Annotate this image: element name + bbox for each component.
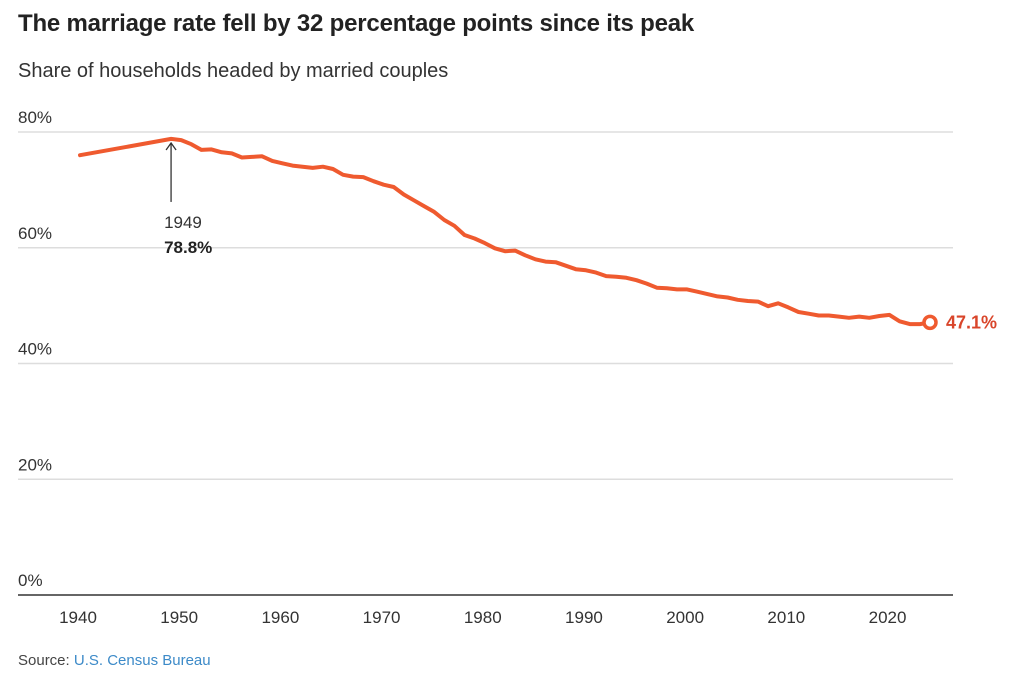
peak-annotation: 1949 78.8% [164,141,212,257]
peak-arrow-head-icon [165,141,177,151]
source-link[interactable]: U.S. Census Bureau [73,652,211,669]
y-tick-label: 80% [18,108,52,127]
x-tick-label: 1950 [160,608,198,627]
x-tick-label: 2020 [869,608,907,627]
series-line-married-households [78,136,932,327]
peak-year-label: 1949 [164,213,202,232]
y-tick-label: 40% [18,340,52,359]
chart-subtitle: Share of households headed by married co… [18,60,449,82]
x-tick-label: 1960 [261,608,299,627]
x-axis-ticks: 1940 1950 1960 1970 1980 1990 2000 2010 2020 [59,608,906,627]
y-tick-label: 0% [18,571,43,590]
line-chart: 80% 60% 40% 20% 0% 1940 1950 1960 1970 1980 1990 2… [18,108,997,627]
source-note: Source: U.S. Census Bureau [18,652,211,669]
peak-value-label: 78.8% [164,238,212,257]
x-tick-label: 1970 [363,608,401,627]
x-tick-label: 1940 [59,608,97,627]
y-tick-label: 60% [18,224,52,243]
x-tick-label: 2010 [767,608,805,627]
y-axis-ticks: 80% 60% 40% 20% 0% [18,108,52,590]
end-value-label: 47.1% [946,312,997,332]
y-tick-label: 20% [18,455,52,474]
end-point-marker [922,314,938,331]
x-tick-label: 2000 [666,608,704,627]
gridlines [18,131,953,480]
chart-title: The marriage rate fell by 32 percentage … [18,10,695,37]
x-tick-label: 1990 [565,608,603,627]
source-prefix: Source: [18,652,74,669]
x-tick-label: 1980 [464,608,502,627]
